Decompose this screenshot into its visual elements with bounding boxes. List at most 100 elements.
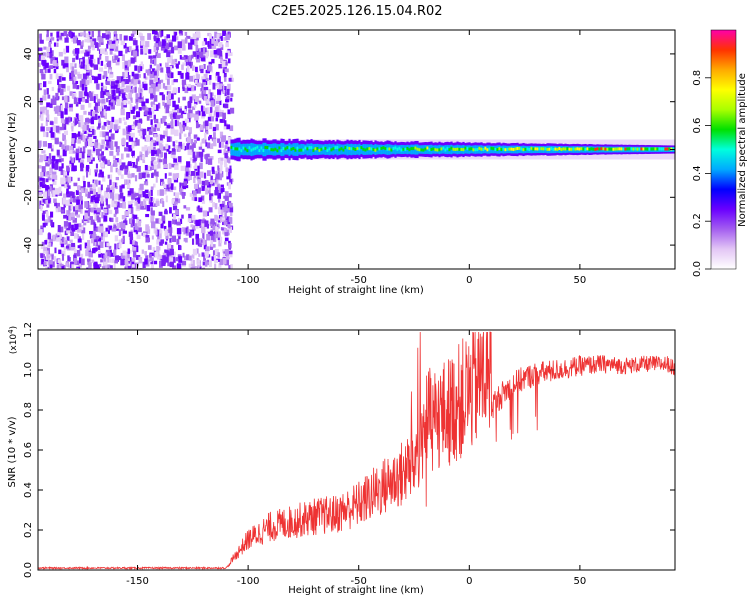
- spectrogram-noise-cell: [174, 165, 179, 170]
- spectrogram-band-cell: [580, 147, 583, 151]
- spectrogram-noise-cell: [177, 48, 182, 54]
- spectrogram-noise-cell: [152, 183, 156, 188]
- spectrogram-noise-cell: [85, 33, 89, 39]
- spectrogram-noise-cell: [48, 232, 51, 239]
- spectrogram-noise-cell: [99, 226, 104, 233]
- spectrogram-noise-cell: [79, 244, 82, 251]
- spectrogram-noise-cell: [144, 196, 150, 201]
- spectrogram-noise-cell: [139, 84, 142, 91]
- spectrogram-noise-cell: [38, 229, 43, 236]
- spectrogram-noise-cell: [168, 172, 172, 176]
- spectrogram-noise-cell: [184, 145, 187, 151]
- spectrogram-noise-cell: [149, 257, 154, 262]
- spectrogram-band-cell: [320, 147, 323, 151]
- spectrogram-noise-cell: [55, 159, 59, 164]
- spectrogram-noise-cell: [205, 52, 209, 59]
- spectrogram-noise-cell: [88, 262, 92, 269]
- spectrogram-noise-cell: [96, 215, 100, 221]
- spectrogram-noise-cell: [215, 215, 219, 222]
- spectrogram-noise-cell: [210, 244, 213, 250]
- spectrogram-band-cell: [524, 147, 527, 151]
- spectrogram-noise-cell: [79, 159, 85, 164]
- spectrogram-noise-cell: [194, 80, 198, 85]
- spectrogram-noise-cell: [105, 34, 110, 40]
- spectrogram-noise-cell: [133, 79, 137, 86]
- spectrogram-noise-cell: [182, 252, 185, 258]
- spectrogram-noise-cell: [90, 126, 95, 132]
- spectrogram-noise-cell: [46, 171, 50, 175]
- spectrogram-noise-cell: [198, 253, 201, 257]
- spectrogram-noise-cell: [169, 93, 174, 100]
- spectrogram-noise-cell: [75, 48, 80, 54]
- spectrogram-noise-cell: [177, 97, 180, 103]
- spectrogram-noise-cell: [203, 172, 207, 179]
- spectrogram-noise-cell: [78, 225, 84, 231]
- spectrogram-noise-cell: [38, 192, 42, 196]
- spectrogram-noise-cell: [50, 32, 53, 37]
- spectrogram-noise-cell: [162, 181, 165, 185]
- spectrogram-noise-cell: [185, 126, 189, 130]
- spectrogram-noise-cell: [46, 250, 49, 258]
- spectrogram-noise-cell: [43, 262, 47, 266]
- spectrogram-noise-cell: [211, 182, 215, 186]
- spectrogram-noise-cell: [172, 205, 178, 211]
- spectrogram-noise-cell: [97, 237, 102, 242]
- spectrogram-noise-cell: [85, 118, 90, 124]
- spectrogram-noise-cell: [111, 104, 115, 110]
- spectrogram-noise-cell: [166, 99, 171, 106]
- snr-y-tick-label: 1.0: [23, 362, 34, 378]
- spectrogram-noise-cell: [169, 113, 173, 119]
- spectrogram-noise-cell: [54, 137, 59, 145]
- spectrogram-noise-cell: [207, 44, 212, 49]
- spectrogram-noise-cell: [129, 104, 133, 112]
- spectrogram-noise-cell: [117, 125, 121, 130]
- spectrogram-noise-cell: [181, 79, 187, 85]
- spectrogram-noise-cell: [215, 170, 219, 176]
- spectrogram-noise-cell: [190, 267, 196, 269]
- spectrogram-noise-cell: [186, 161, 191, 168]
- spectrogram-noise-cell: [224, 232, 229, 237]
- spectrogram-noise-cell: [59, 105, 63, 113]
- spectrogram-noise-cell: [62, 124, 67, 130]
- spectrogram-noise-cell: [205, 251, 208, 259]
- spectrogram-noise-cell: [190, 113, 195, 118]
- spectrogram-noise-cell: [201, 180, 206, 185]
- spectrogram-noise-cell: [151, 264, 155, 269]
- spectrogram-noise-cell: [134, 197, 138, 202]
- spectrogram-noise-cell: [78, 122, 81, 128]
- spectrogram-noise-cell: [70, 70, 76, 77]
- spectrogram-noise-cell: [114, 40, 119, 47]
- spectrogram-noise-cell: [119, 230, 124, 235]
- spectrogram-noise-cell: [156, 254, 161, 260]
- spectrogram-band-cell: [288, 143, 291, 156]
- spectrogram-noise-cell: [193, 176, 196, 184]
- spectrogram-band-cell: [310, 143, 313, 156]
- spectrogram-noise-cell: [118, 239, 123, 245]
- spectrogram-noise-cell: [222, 89, 226, 94]
- spectrogram-noise-cell: [132, 30, 137, 35]
- spectrogram-band-cell: [372, 147, 375, 151]
- spectrogram-noise-cell: [87, 149, 92, 156]
- spectrogram-noise-cell: [136, 220, 142, 227]
- spectrogram-noise-cell: [77, 229, 82, 233]
- spectrogram-noise-cell: [65, 199, 70, 206]
- spectrogram-noise-cell: [221, 142, 224, 148]
- spectrogram-noise-cell: [77, 118, 81, 122]
- spectrogram-noise-cell: [159, 260, 163, 268]
- spectrogram-noise-cell: [224, 68, 229, 73]
- spectrogram-noise-cell: [77, 40, 81, 46]
- spectrogram-noise-cell: [90, 54, 94, 60]
- spectrogram-noise-cell: [97, 101, 101, 107]
- spectrogram-noise-cell: [130, 79, 134, 84]
- spectrogram-noise-cell: [60, 111, 64, 119]
- spectrogram-noise-cell: [57, 83, 62, 90]
- spectrogram-noise-cell: [127, 59, 131, 67]
- spectrogram-noise-cell: [127, 190, 132, 196]
- spectrogram-noise-cell: [150, 186, 154, 190]
- spectrogram-noise-cell: [152, 104, 157, 110]
- spectrogram-noise-cell: [46, 46, 51, 53]
- spectrogram-band-cell: [600, 147, 603, 151]
- spectrogram-noise-cell: [132, 250, 137, 258]
- spectrogram-noise-cell: [46, 88, 49, 95]
